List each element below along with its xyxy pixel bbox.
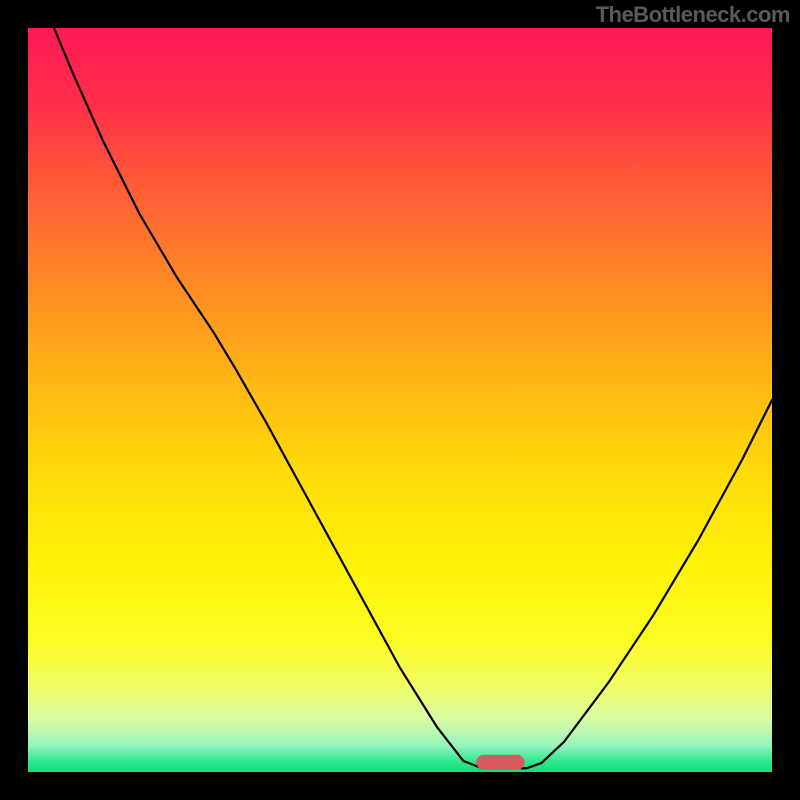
bottleneck-chart-svg [28, 28, 772, 772]
optimum-marker [476, 755, 524, 770]
gradient-background [28, 28, 772, 772]
watermark-text: TheBottleneck.com [596, 2, 790, 28]
plot-area [28, 28, 772, 772]
